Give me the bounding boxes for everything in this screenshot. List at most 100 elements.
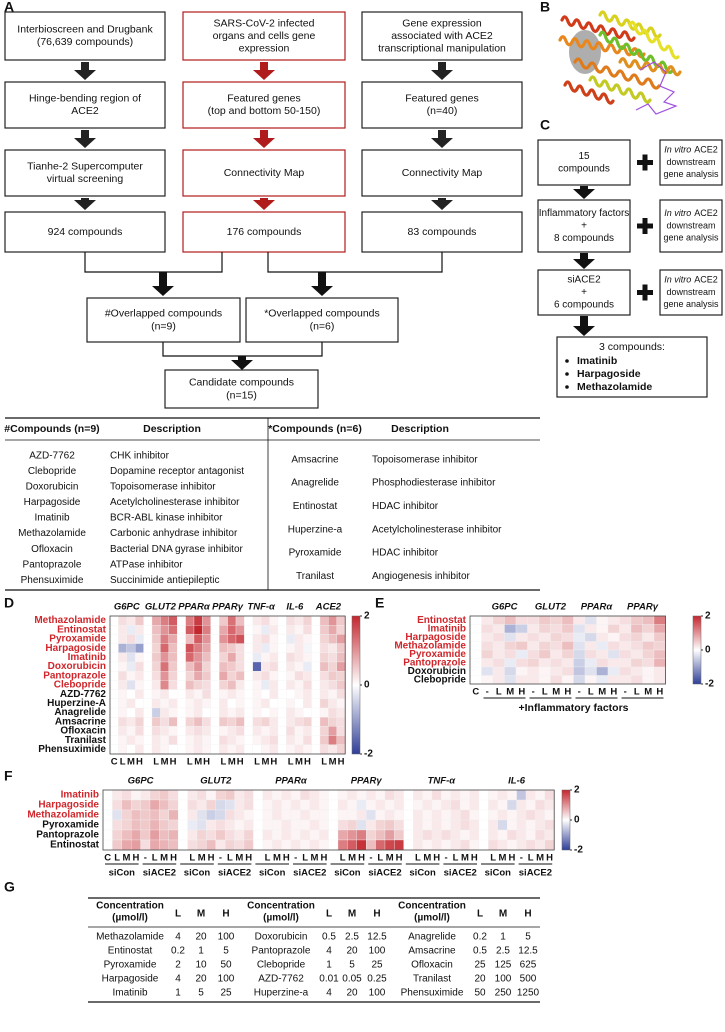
table-cell: 2.5 [345,932,359,943]
heat-cell [261,744,270,755]
box [361,11,523,61]
heat-cell [544,789,555,801]
heat-cell [469,615,482,625]
heat-cell [538,675,551,685]
heat-cell [202,707,211,718]
x-tick-label: L [321,757,327,768]
box-text: associated with ACE2 [391,30,493,42]
box-text: Candidate compounds [189,376,294,388]
table-cell: 0.05 [342,974,362,985]
heat-cell [336,625,346,635]
heat-cell [507,789,517,801]
heat-cell [269,625,279,635]
heat-cell [356,839,367,851]
heat-cell [160,726,169,736]
table-cell: Angiogenesis inhibitor [372,571,471,582]
heat-cell [102,789,113,801]
table-cell: Phensuximide [401,988,464,999]
row-label: Entinostat [57,624,107,635]
heat-cell [550,675,563,685]
panel-label: G [4,879,15,895]
box-text: Connectivity Map [224,167,305,179]
box-text: organs and cells gene [213,30,316,42]
heat-cell [328,819,339,831]
x-tick-label: H [203,757,210,768]
table-cell: Doxorubicin [26,482,79,493]
box-text: siACE2 [567,275,601,286]
heat-cell [504,666,517,676]
heat-cell [303,652,312,663]
colorbar-tick-label: 2 [705,611,711,622]
heat-cell [450,799,461,811]
box-text: Tianhe-2 Supercomputer [27,161,143,173]
heat-cell [619,615,632,625]
heat-cell [261,615,270,626]
table-cell: Methazolamide [96,932,164,943]
table-cell: Acetylcholinesterase inhibitor [110,497,240,508]
heat-cell [210,661,220,672]
x-tick-label: H [518,687,525,698]
heat-cell [294,707,304,718]
heat-cell [143,634,153,644]
heat-cell [206,809,216,821]
heat-cell [277,625,287,635]
table-cell: 2.5 [496,946,510,957]
heat-cell [160,634,169,644]
row-label: Methazolamide [394,640,466,651]
heat-cell [286,707,295,718]
heat-cell [126,717,136,727]
heat-cell [269,615,279,626]
heat-cell [384,829,395,841]
heat-cell [202,726,211,736]
heat-cell [109,643,119,653]
heat-cell [596,624,609,634]
heat-cell [460,819,470,831]
box [659,269,723,316]
heat-cell [630,658,643,668]
heat-cell [185,707,195,718]
heat-cell [384,789,395,801]
heat-cell [394,789,404,801]
heat-cell [450,839,461,851]
heat-cell [311,680,321,690]
heat-cell [337,829,348,841]
heat-cell [168,744,178,755]
heat-cell [561,666,574,676]
heat-cell [234,789,245,801]
heat-cell [584,624,597,634]
heat-cell [252,625,262,635]
heat-cell [561,632,574,642]
heat-cell [151,698,161,709]
heat-cell [303,717,312,727]
table-cell: Anagrelide [408,932,456,943]
heat-cell [168,680,178,690]
heat-cell [596,658,609,668]
heat-cell [319,809,329,821]
heat-cell [202,652,211,663]
gene-header: TNF-α [247,602,276,613]
table-cell: 5 [223,946,229,957]
heat-cell [630,666,643,676]
x-tick-label: M [160,853,168,864]
heat-cell [561,675,574,685]
heat-cell [118,625,127,635]
heat-cell [469,624,482,634]
heat-cell [196,809,207,821]
heat-cell [294,661,304,672]
heat-cell [235,744,245,755]
heat-cell [561,624,574,634]
heat-cell [269,707,279,718]
arrow [431,198,453,210]
box-text: (µmol/l) [112,913,148,924]
heat-cell [202,735,211,745]
heat-cell [168,615,178,626]
heat-cell [227,615,237,626]
box-text: gene analysis [663,299,719,309]
heat-cell [281,789,292,801]
heat-cell [131,799,141,811]
heat-cell [118,698,127,709]
heat-cell [244,652,253,663]
heat-cell [516,789,527,801]
bullet [565,359,569,363]
heat-cell [118,615,127,626]
